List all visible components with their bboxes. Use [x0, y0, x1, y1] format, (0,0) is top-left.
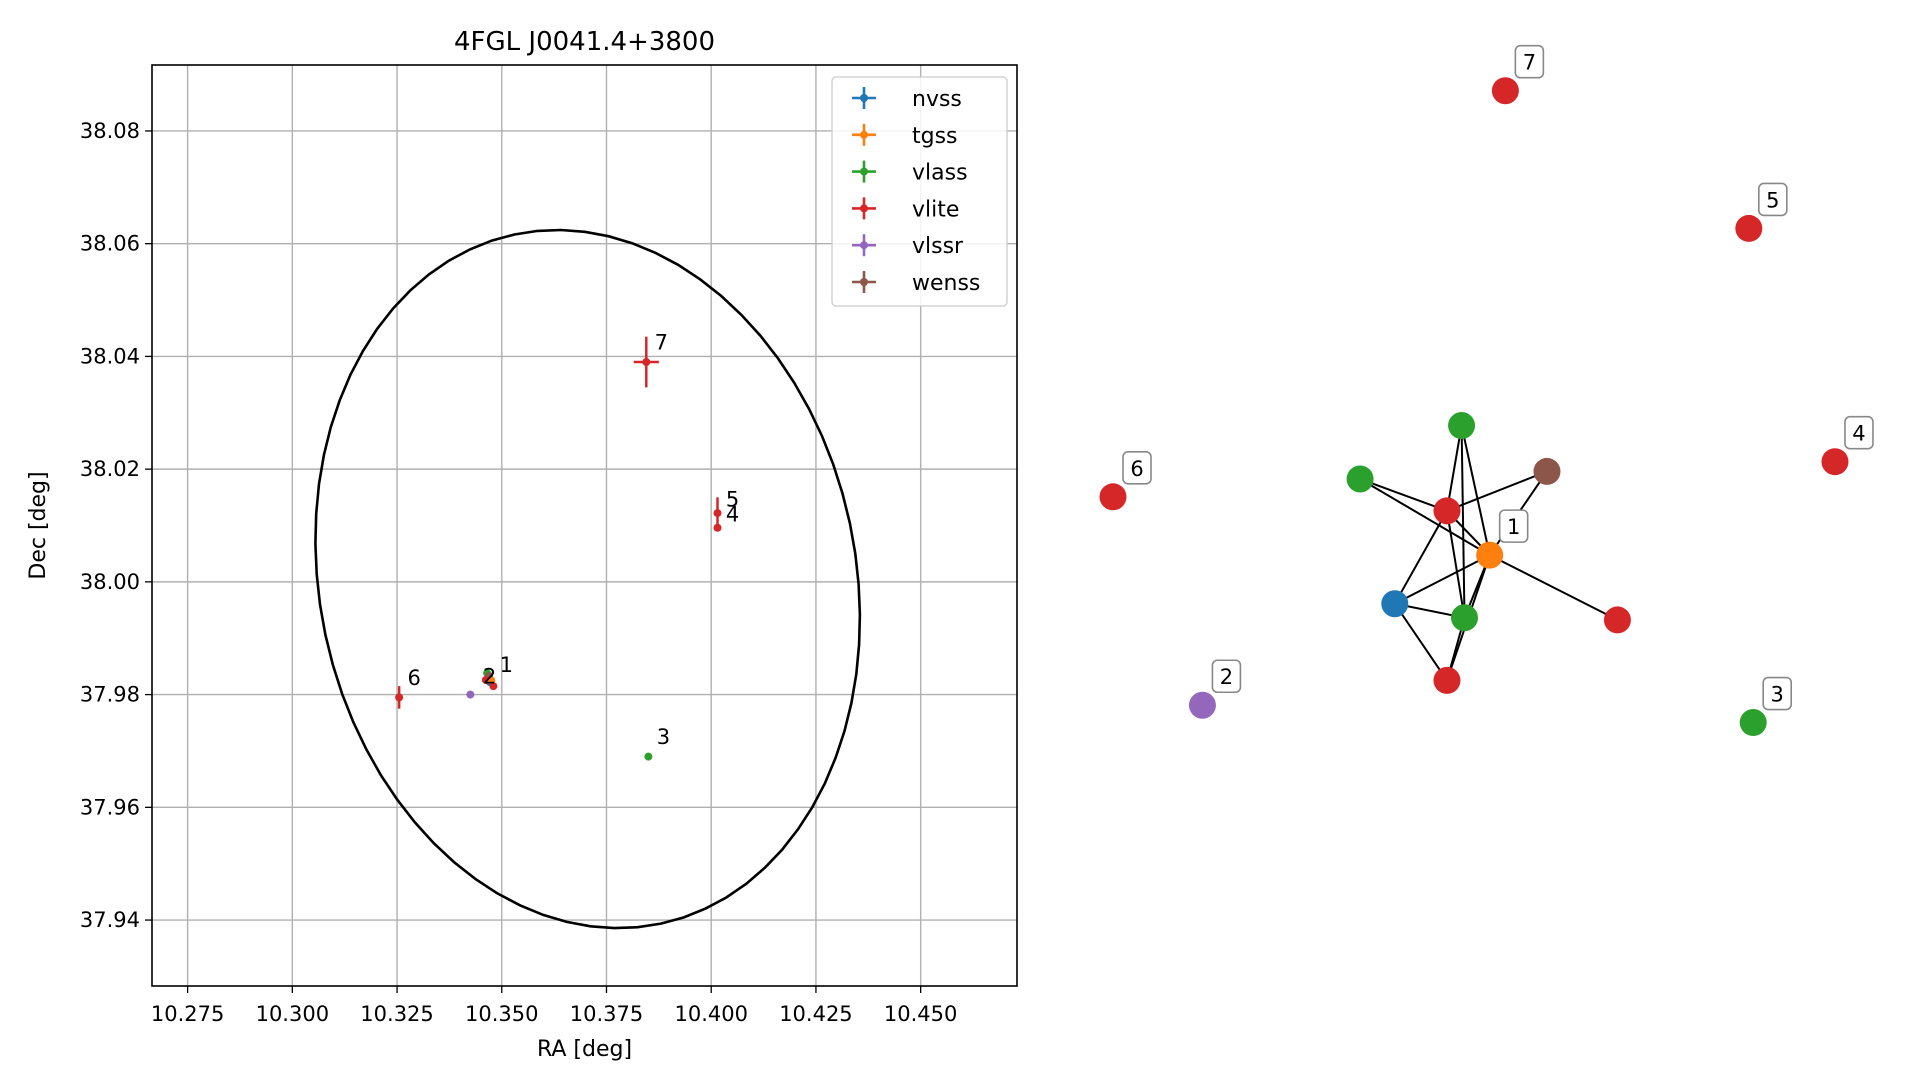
legend-label: vlssr: [912, 234, 964, 259]
network-node: [1433, 497, 1461, 525]
points-layer: [395, 336, 722, 761]
network-node: [1433, 666, 1461, 694]
network-graph: 7 5 4 6 1 2 3: [1099, 44, 1874, 737]
network-node: 1: [1476, 509, 1529, 569]
vlite-point: [489, 682, 498, 691]
node-label: 6: [1130, 457, 1143, 481]
network-edge: [1460, 425, 1466, 618]
network-edge: [1393, 603, 1448, 681]
x-axis-ticks: 10.275 10.300 10.325 10.350 10.375 10.400 10.4…: [151, 986, 957, 1026]
x-tick-label: 10.350: [465, 1002, 538, 1026]
network-edge: [1394, 554, 1491, 605]
network-nodes: 7 5 4 6 1 2 3: [1099, 44, 1874, 737]
y-tick-label: 38.08: [80, 119, 140, 143]
y-axis-label: Dec [deg]: [26, 471, 51, 579]
source-number-label: 3: [657, 725, 670, 749]
x-tick-label: 10.400: [674, 1002, 747, 1026]
x-axis-label: RA [deg]: [537, 1037, 632, 1062]
legend: nvss tgss vlass vlite vlssr wenss: [831, 76, 1008, 307]
legend-item-vlssr: vlssr: [852, 234, 964, 259]
network-node: 3: [1739, 676, 1793, 737]
network-node: 4: [1821, 415, 1874, 476]
node-label-box: [1758, 182, 1788, 217]
y-axis-ticks: 37.94 37.96 37.98 38.00 38.02 38.04 38.06 38.08: [80, 119, 152, 932]
source-number-label: 2: [483, 664, 496, 688]
network-node: [1450, 604, 1478, 632]
vlssr-point: [466, 690, 475, 699]
x-tick-label: 10.300: [256, 1002, 329, 1026]
source-number-label: 5: [726, 487, 739, 511]
network-edge: [1359, 478, 1491, 556]
network-edge: [1446, 470, 1548, 512]
vlite-point: [395, 686, 404, 709]
node-label-box: [1122, 450, 1152, 485]
x-tick-label: 10.450: [884, 1002, 957, 1026]
legend-item-wenss: wenss: [852, 271, 980, 296]
node-label-box: [1762, 676, 1793, 711]
source-number-label: 6: [408, 666, 421, 690]
legend-label: vlass: [912, 161, 968, 186]
network-node: 6: [1099, 450, 1152, 511]
source-number-label: 1: [500, 653, 513, 677]
x-tick-label: 10.325: [360, 1002, 433, 1026]
y-tick-label: 37.94: [80, 908, 140, 932]
chart-title: 4FGL J0041.4+3800: [454, 27, 715, 57]
legend-item-nvss: nvss: [852, 87, 962, 112]
legend-label: nvss: [912, 87, 962, 112]
network-edge: [1460, 425, 1491, 556]
source-number-label: 7: [655, 331, 668, 355]
legend-label: vlite: [912, 197, 959, 222]
network-node: 7: [1491, 44, 1545, 105]
node-label: 3: [1771, 683, 1784, 707]
x-tick-label: 10.275: [151, 1002, 224, 1026]
network-edge: [1445, 425, 1463, 512]
network-node: [1603, 606, 1631, 634]
y-tick-label: 37.96: [80, 795, 140, 819]
network-edge: [1489, 554, 1618, 621]
node-label-box: [1498, 509, 1529, 543]
x-tick-label: 10.425: [779, 1002, 852, 1026]
network-node: [1448, 412, 1476, 440]
legend-label: tgss: [912, 124, 958, 149]
legend-item-vlass: vlass: [852, 160, 968, 186]
plot-frame: [151, 64, 1018, 987]
node-label: 2: [1220, 665, 1233, 689]
network-node: 5: [1735, 182, 1788, 242]
y-tick-label: 38.04: [80, 344, 140, 368]
node-label: 5: [1766, 188, 1779, 212]
vlite-point: [633, 336, 659, 388]
node-label: 7: [1523, 51, 1536, 75]
node-label-box: [1844, 415, 1874, 450]
y-tick-label: 38.06: [80, 232, 140, 256]
y-tick-label: 38.02: [80, 457, 140, 481]
annotation-layer: 12 3 45 6 7: [408, 331, 740, 750]
y-tick-label: 37.98: [80, 683, 140, 707]
network-node: 2: [1188, 659, 1242, 719]
x-tick-label: 10.375: [570, 1002, 643, 1026]
network-edge: [1359, 478, 1448, 512]
vlite-point: [713, 497, 722, 529]
legend-item-tgss: tgss: [852, 123, 958, 149]
vlass-point: [644, 752, 653, 761]
node-label: 4: [1852, 422, 1865, 446]
network-node: [1381, 590, 1409, 618]
node-label-box: [1514, 44, 1545, 79]
node-label: 1: [1507, 515, 1520, 539]
node-label-box: [1211, 659, 1242, 694]
source-number-label: 4: [726, 503, 739, 527]
error-ellipse: [314, 228, 862, 930]
network-edge: [1393, 510, 1448, 605]
network-node: [1346, 465, 1374, 493]
network-node: [1533, 457, 1561, 485]
network-edge: [1445, 510, 1466, 618]
grid-layer: [152, 65, 1017, 986]
y-tick-label: 38.00: [80, 570, 140, 594]
legend-label: wenss: [912, 271, 980, 296]
legend-item-vlite: vlite: [852, 197, 959, 222]
